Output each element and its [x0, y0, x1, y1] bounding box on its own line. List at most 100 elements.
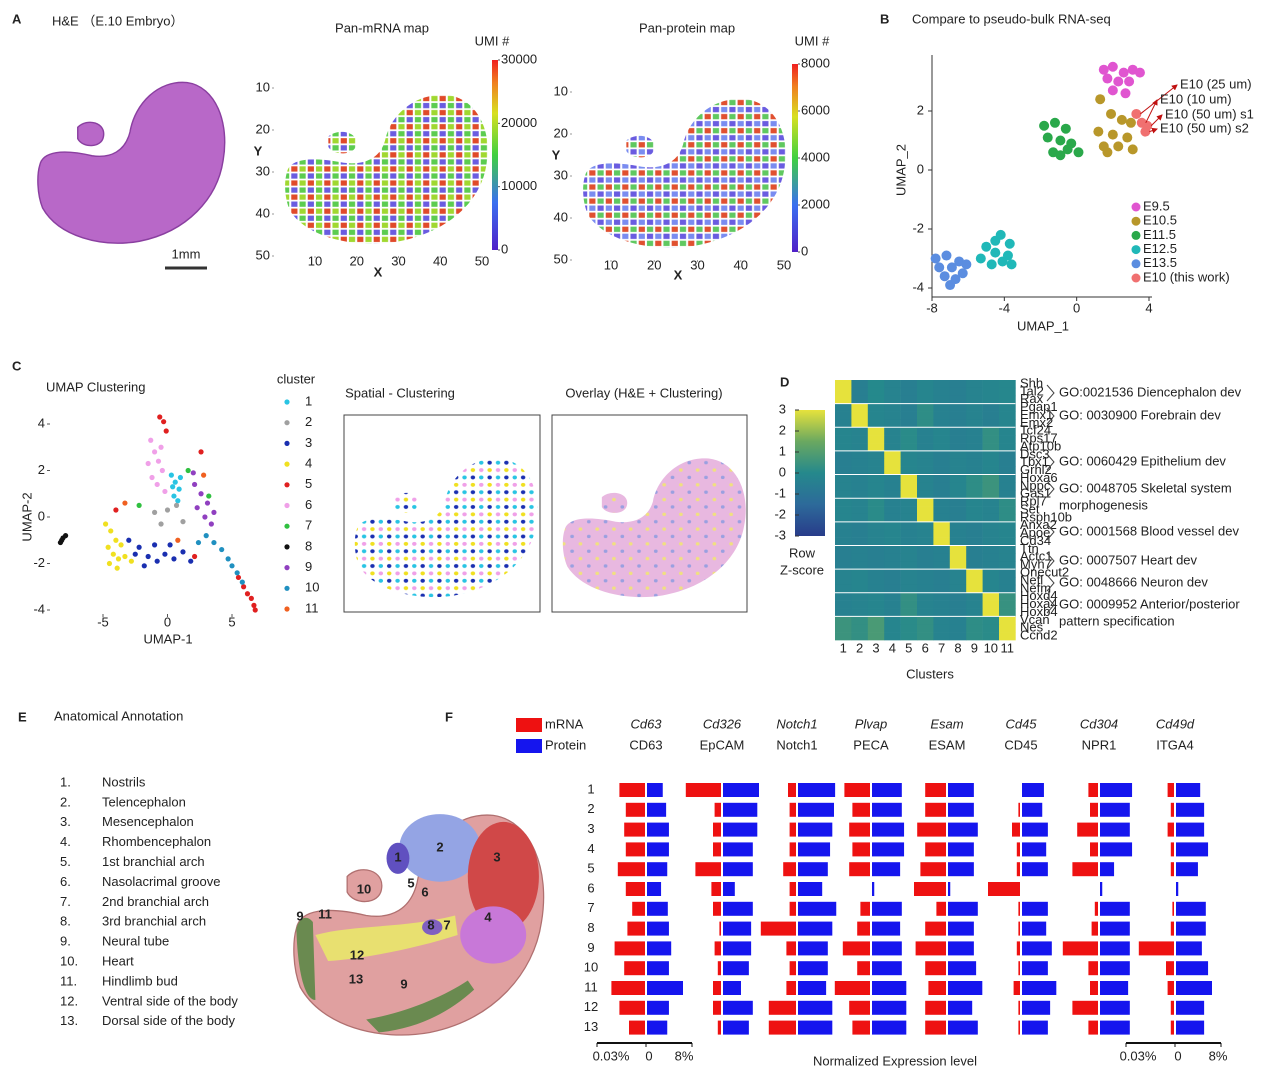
protein-bar — [1022, 1021, 1048, 1035]
gene-name: Cd304 — [1080, 716, 1118, 731]
colorbar-tick-label: 2000 — [801, 196, 830, 211]
heatmap-cell — [999, 396, 1016, 404]
point — [171, 556, 176, 561]
heatmap-cell — [884, 451, 901, 459]
protein-bar — [948, 862, 974, 876]
list-name: 1st branchial arch — [102, 854, 205, 869]
heatmap-cell — [983, 419, 1000, 427]
point — [165, 507, 170, 512]
point — [142, 563, 147, 568]
mrna-bar — [769, 1021, 796, 1035]
protein-bar — [647, 862, 667, 876]
heatmap-cell — [917, 601, 934, 609]
point — [981, 242, 991, 252]
heatmap-cell — [966, 419, 983, 427]
y-axis-label: UMAP_2 — [893, 144, 908, 196]
point — [219, 547, 224, 552]
heatmap-cell — [901, 585, 918, 593]
heatmap-cell — [884, 601, 901, 609]
x-tick-label: 0 — [164, 614, 171, 629]
point — [169, 473, 174, 478]
gene-name: Plvap — [855, 716, 888, 731]
heatmap-cell — [868, 538, 885, 546]
heatmap-cell — [999, 482, 1016, 490]
panel-label: A — [12, 11, 22, 26]
annotation-image — [294, 814, 544, 1035]
point — [173, 480, 178, 485]
protein-bar — [948, 803, 974, 817]
heatmap-cell — [999, 522, 1016, 530]
heatmap-cell — [868, 412, 885, 420]
heatmap-cell — [966, 443, 983, 451]
mrna-bar — [1139, 941, 1174, 955]
y-tick-label: 4 — [38, 415, 45, 430]
heatmap-cell — [917, 553, 934, 561]
heatmap-cell — [950, 616, 967, 624]
heatmap-cell — [884, 419, 901, 427]
list-name: Mesencephalon — [102, 814, 194, 829]
heatmap-cell — [917, 593, 934, 601]
heatmap-cell — [933, 467, 950, 475]
mrna-bar — [790, 882, 796, 896]
protein-bar — [1176, 1001, 1204, 1015]
protein-bar — [798, 803, 834, 817]
heatmap-cell — [983, 404, 1000, 412]
heatmap-cell — [884, 467, 901, 475]
heatmap-cell — [835, 388, 852, 396]
point — [167, 542, 172, 547]
go-term: GO: 0001568 Blood vessel dev — [1059, 523, 1239, 538]
point — [196, 540, 201, 545]
x-tick-label: -4 — [999, 300, 1011, 315]
point — [1073, 147, 1083, 157]
heatmap-cell — [999, 427, 1016, 435]
protein-bar — [723, 941, 751, 955]
mrna-bar — [1171, 842, 1174, 856]
heatmap-cell — [868, 545, 885, 553]
heatmap-cell — [884, 561, 901, 569]
list-name: Nostrils — [102, 774, 146, 789]
heatmap-cell — [983, 388, 1000, 396]
heatmap-cell — [901, 616, 918, 624]
region-label: 10 — [357, 881, 371, 896]
heatmap-cell — [966, 514, 983, 522]
heatmap-cell — [851, 396, 868, 404]
protein-bar — [647, 902, 668, 916]
point — [211, 510, 216, 515]
y-tick-label: 40 — [256, 205, 270, 220]
heatmap-cell — [917, 545, 934, 553]
heatmap-cell — [884, 545, 901, 553]
heatmap-cell — [999, 545, 1016, 553]
he-image — [38, 82, 225, 243]
point — [175, 538, 180, 543]
heatmap-cell — [835, 609, 852, 617]
heatmap-cell — [901, 443, 918, 451]
heatmap-cell — [950, 577, 967, 585]
heatmap-cell — [835, 482, 852, 490]
protein-bar — [723, 803, 757, 817]
heatmap-cell — [966, 553, 983, 561]
heatmap-cell — [917, 585, 934, 593]
heatmap-cell — [901, 577, 918, 585]
legend-marker — [1132, 231, 1141, 240]
heatmap-cell — [983, 545, 1000, 553]
heatmap-cell — [983, 396, 1000, 404]
mrna-bar — [1072, 862, 1098, 876]
panel-title: Spatial - Clustering — [345, 385, 455, 400]
protein-bar — [798, 981, 826, 995]
heatmap-cell — [851, 435, 868, 443]
protein-bar — [1176, 803, 1204, 817]
mrna-bar — [632, 902, 645, 916]
row-label: 8 — [587, 920, 594, 935]
list-name: Ventral side of the body — [102, 993, 238, 1008]
heatmap-cell — [950, 427, 967, 435]
heatmap-cell — [835, 553, 852, 561]
mrna-bar — [615, 941, 645, 955]
heatmap-cell — [884, 514, 901, 522]
protein-bar — [1100, 823, 1130, 837]
protein-bar — [798, 1001, 832, 1015]
mrna-bar — [914, 882, 946, 896]
protein-bar — [1022, 981, 1056, 995]
point — [59, 538, 64, 543]
protein-bar — [1100, 803, 1130, 817]
protein-bar — [1100, 981, 1128, 995]
